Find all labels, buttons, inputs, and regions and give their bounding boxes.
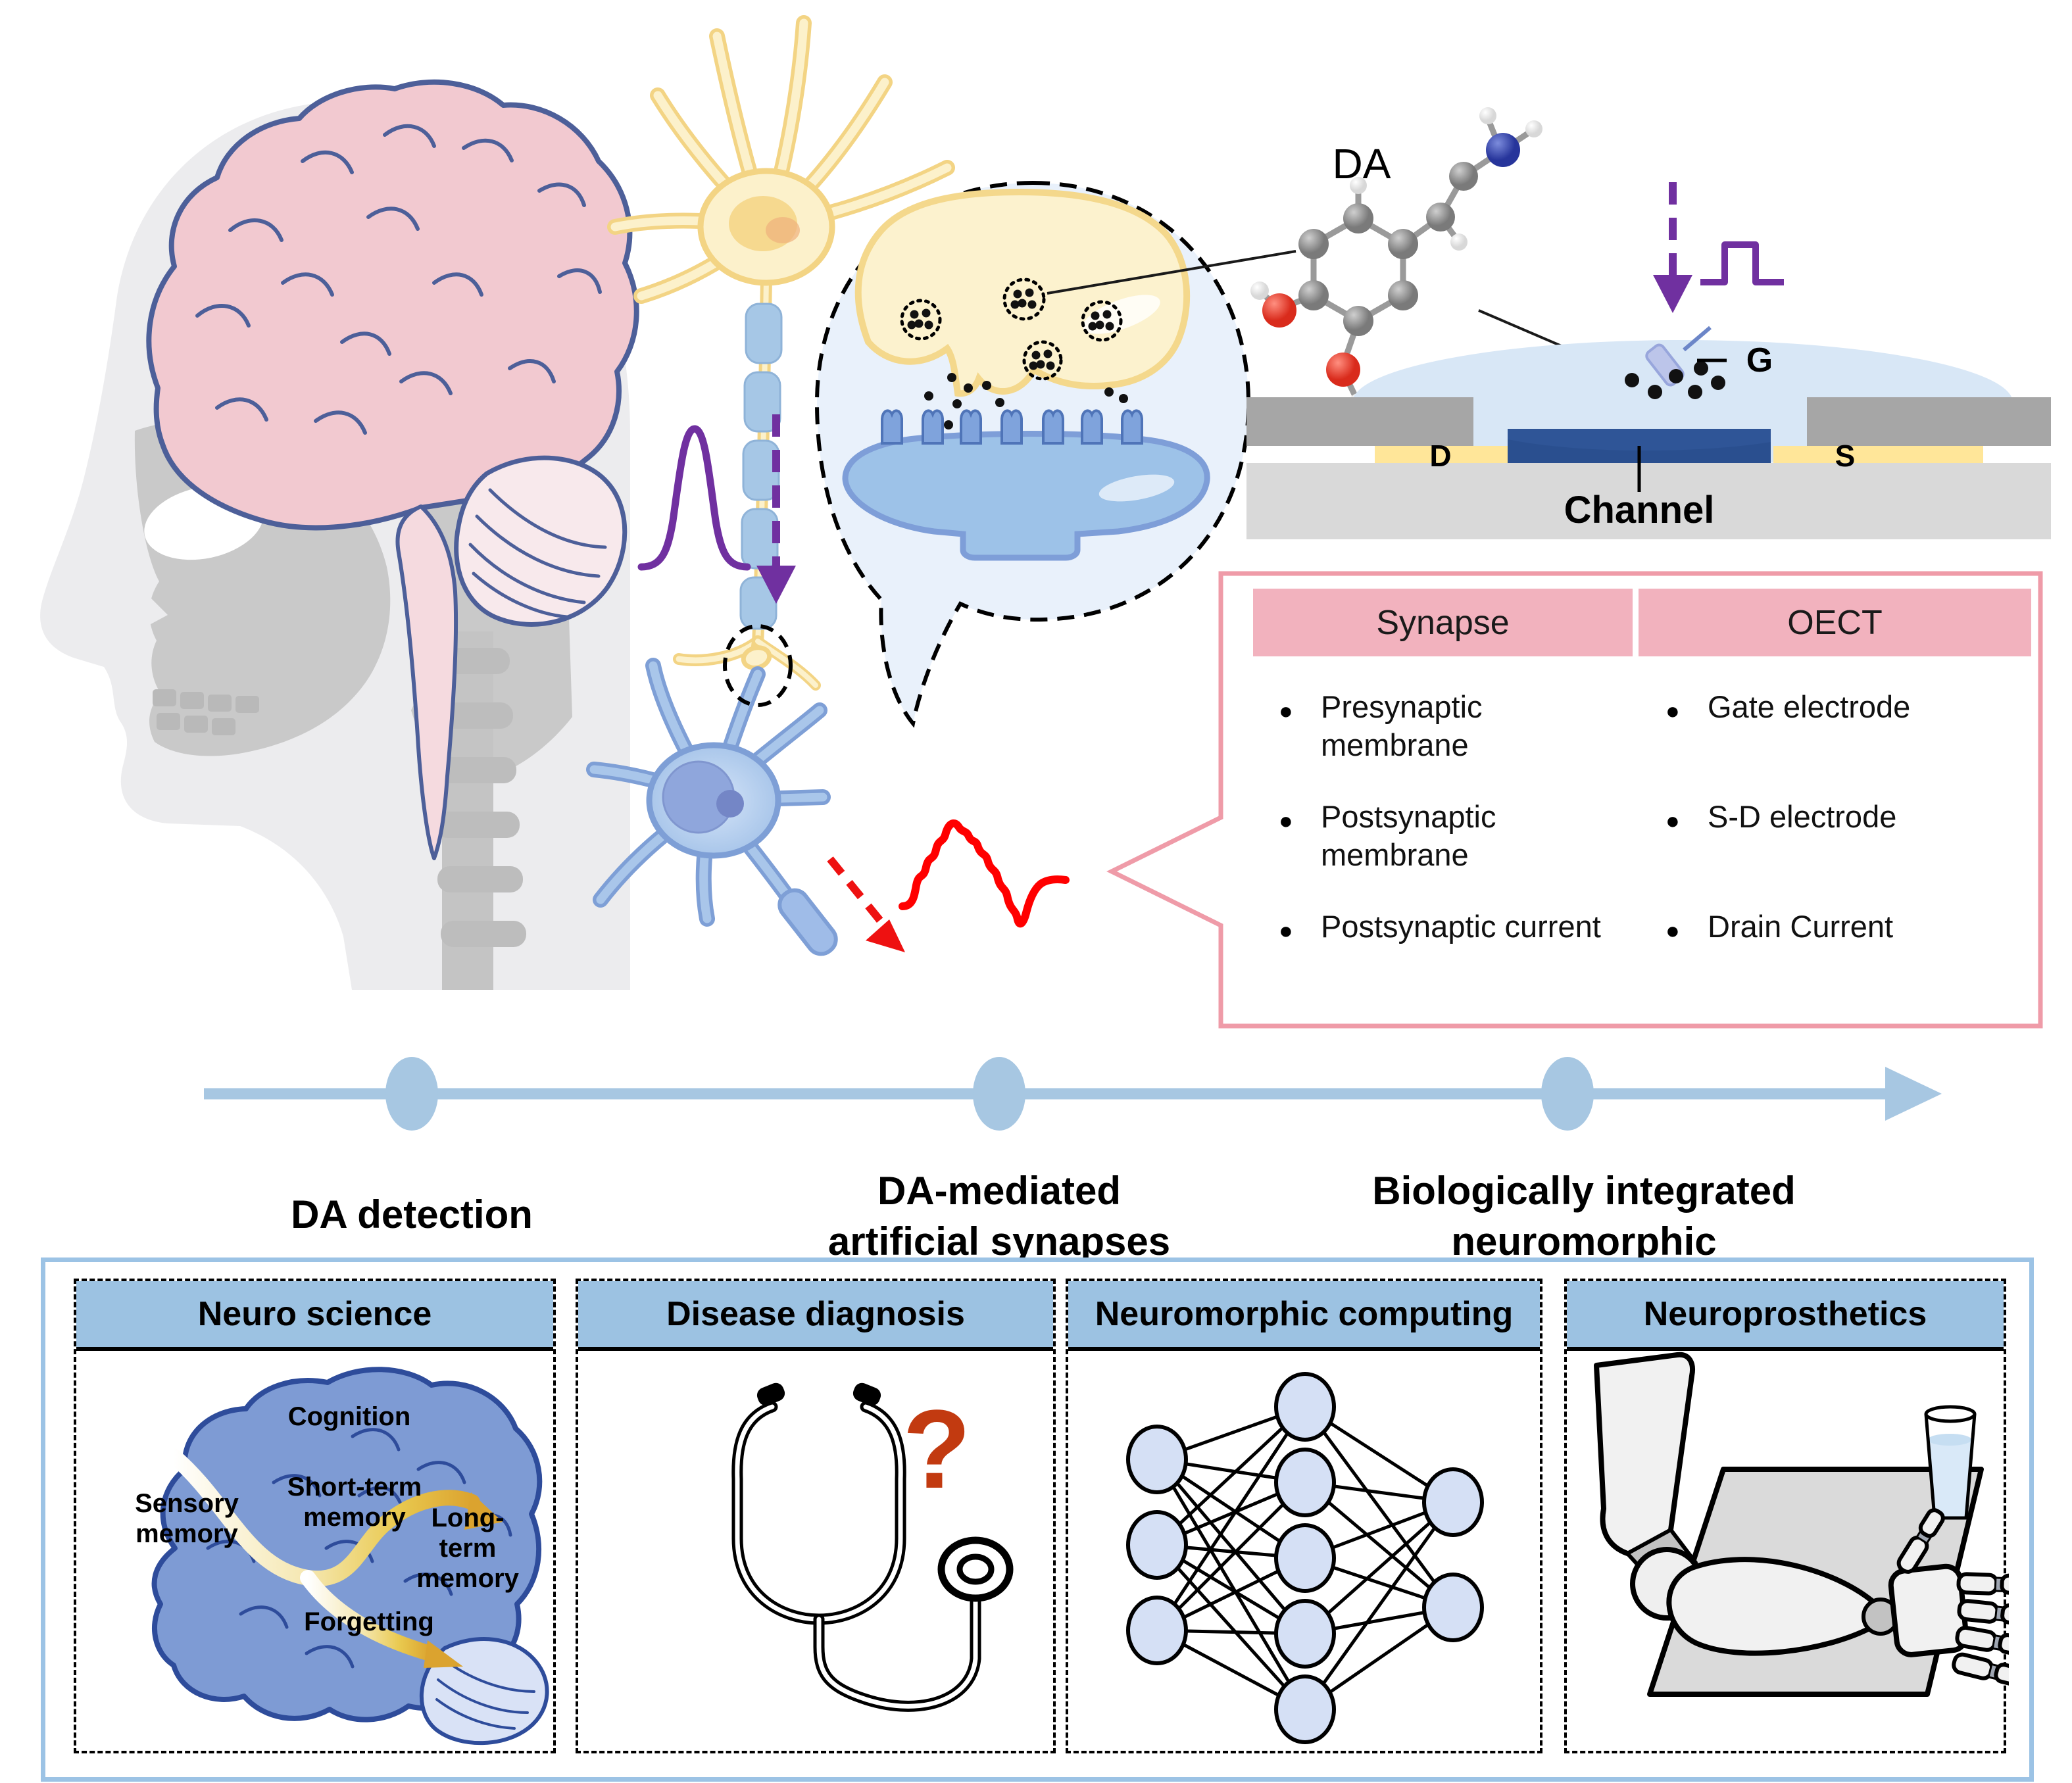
myelin-sheath bbox=[739, 303, 783, 630]
table-header-synapse: Synapse bbox=[1253, 589, 1633, 656]
vesicle-to-molecule-line bbox=[1047, 250, 1296, 295]
label-long-term-memory: Long-term memory bbox=[416, 1503, 519, 1593]
water-glass-icon bbox=[1924, 1405, 1977, 1520]
list-item: Drain Current bbox=[1665, 908, 1990, 950]
label-short-term-memory: Short-term memory bbox=[287, 1473, 422, 1532]
timeline-stage-2-label: DA-mediated artificial synapses bbox=[827, 1169, 1171, 1263]
oect-item-list: Gate electrode S-D electrode Drain Curre… bbox=[1665, 688, 2010, 1017]
panel-neuroscience: Neuro science bbox=[74, 1279, 556, 1753]
list-item: Presynaptic membrane bbox=[1279, 688, 1604, 764]
source-label: S bbox=[1835, 439, 1856, 473]
prosthetic-arm-icon bbox=[1594, 1352, 2033, 1697]
synapse-locator-circle bbox=[723, 624, 793, 707]
top-illustration bbox=[40, 15, 2051, 1131]
synapse-item-list: Presynaptic membrane Postsynaptic membra… bbox=[1279, 688, 1604, 979]
output-arrow-dashed bbox=[827, 856, 890, 931]
human-head-illustration bbox=[40, 79, 639, 990]
synapse-zoom-balloon bbox=[814, 180, 1251, 728]
panel-title-neuroscience: Neuro science bbox=[76, 1281, 553, 1351]
nitrogen-atom bbox=[1486, 133, 1520, 167]
table-header-oect: OECT bbox=[1639, 589, 2031, 656]
square-pulse-waveform bbox=[1700, 241, 1784, 285]
list-item: Postsynaptic membrane bbox=[1279, 798, 1604, 874]
source-electrode bbox=[1773, 446, 1983, 463]
list-item: Postsynaptic current bbox=[1279, 908, 1604, 950]
myelin-segment bbox=[777, 888, 838, 956]
presynaptic-terminal bbox=[854, 188, 1191, 397]
oect-device bbox=[1246, 326, 2051, 539]
list-item: Gate electrode bbox=[1665, 688, 1990, 730]
epsc-waveform bbox=[899, 819, 1070, 928]
cerebellum bbox=[454, 455, 628, 627]
action-potential-waveform bbox=[637, 425, 751, 571]
memory-flow-arrow bbox=[166, 1448, 503, 1668]
contact-block-left bbox=[1246, 397, 1473, 446]
panel-diagnosis: Disease diagnosis ? bbox=[576, 1279, 1056, 1753]
panel-title-diagnosis: Disease diagnosis bbox=[578, 1281, 1053, 1351]
brain bbox=[146, 79, 639, 860]
drain-label: D bbox=[1429, 439, 1452, 473]
postsynaptic-output-signal bbox=[827, 819, 1070, 952]
oxygen-atom bbox=[1262, 293, 1296, 328]
stethoscope-icon bbox=[731, 1382, 1014, 1712]
da-molecules-in-droplet bbox=[1625, 361, 1725, 399]
memory-brain-icon bbox=[151, 1367, 549, 1746]
da-molecule-label: DA bbox=[1332, 140, 1391, 187]
list-item: S-D electrode bbox=[1665, 798, 1990, 840]
postsynaptic-neuron bbox=[586, 658, 838, 956]
timeline-node-1 bbox=[385, 1057, 438, 1131]
label-forgetting: Forgetting bbox=[304, 1607, 434, 1636]
panel-prosthetics: Neuroprosthetics bbox=[1564, 1279, 2033, 1753]
panel-title-prosthetics: Neuroprosthetics bbox=[1567, 1281, 2004, 1351]
timeline-stage-1-label: DA detection bbox=[291, 1192, 533, 1236]
contact-block-right bbox=[1807, 397, 2051, 446]
brainstem bbox=[395, 504, 458, 860]
drain-electrode bbox=[1375, 446, 1508, 463]
receptors bbox=[881, 409, 1143, 445]
question-mark: ? bbox=[902, 1387, 971, 1512]
presynaptic-spike-signal bbox=[637, 414, 796, 604]
substrate bbox=[1246, 463, 2051, 539]
oxygen-atom bbox=[1326, 353, 1360, 387]
panel-title-computing: Neuromorphic computing bbox=[1068, 1281, 1540, 1351]
channel-label: Channel bbox=[1564, 489, 1715, 531]
synaptic-vesicles bbox=[900, 278, 1123, 381]
presynaptic-neuron bbox=[607, 15, 955, 691]
label-cognition: Cognition bbox=[287, 1402, 411, 1431]
neural-network-icon bbox=[1126, 1372, 1484, 1744]
label-sensory-memory: Sensory memory bbox=[135, 1489, 239, 1548]
gate-pulse-signal bbox=[1653, 182, 1784, 313]
timeline-node-3 bbox=[1541, 1057, 1594, 1131]
gate-label: G bbox=[1746, 341, 1773, 379]
timeline-node-2 bbox=[973, 1057, 1025, 1131]
timeline bbox=[204, 1057, 1942, 1131]
panel-computing: Neuromorphic computing bbox=[1066, 1279, 1542, 1753]
